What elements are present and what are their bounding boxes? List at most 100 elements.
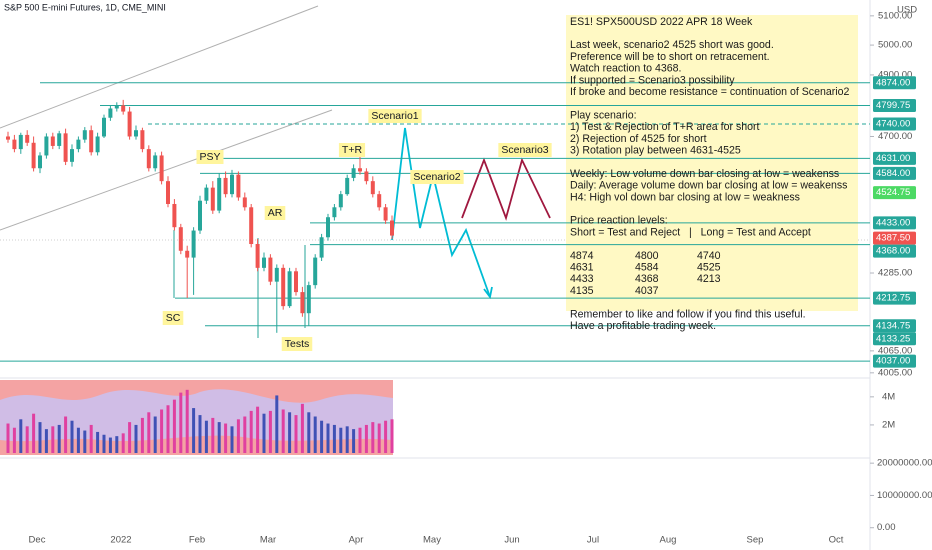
level-label-bg bbox=[873, 117, 916, 131]
volume-bar bbox=[377, 423, 381, 453]
annotation: Tests bbox=[285, 338, 310, 350]
annotation: SC bbox=[166, 312, 181, 324]
arrow-head bbox=[483, 286, 493, 300]
volume-bar bbox=[262, 413, 266, 453]
note-box bbox=[566, 15, 858, 311]
note-level: 4213 bbox=[697, 273, 721, 285]
level-label: 4740.00 bbox=[876, 118, 910, 129]
candle-body bbox=[338, 194, 343, 208]
level-label-bg bbox=[873, 151, 916, 165]
x-tick-label: Feb bbox=[189, 535, 205, 546]
note-level: 4584 bbox=[635, 261, 659, 273]
level-label: 4584.00 bbox=[876, 168, 910, 179]
volume-bar bbox=[134, 424, 138, 453]
volume-bar bbox=[326, 423, 330, 453]
volume-bar bbox=[147, 412, 151, 453]
x-tick-label: May bbox=[423, 535, 441, 546]
level-label: 4212.75 bbox=[876, 293, 910, 304]
volume-bar bbox=[44, 429, 48, 453]
currency: USD bbox=[897, 5, 917, 16]
note-line: Play scenario: bbox=[570, 109, 637, 121]
annotation-bg bbox=[264, 206, 286, 220]
candle-body bbox=[140, 130, 145, 150]
volume-bar bbox=[6, 423, 10, 453]
volume-bar bbox=[76, 427, 80, 453]
candle-body bbox=[345, 177, 350, 195]
candle-body bbox=[114, 105, 119, 109]
x-tick-label: Jun bbox=[504, 535, 519, 546]
annotation: Scenario1 bbox=[371, 110, 418, 122]
candle-body bbox=[127, 111, 132, 137]
candle-body bbox=[217, 177, 222, 211]
note-line: Weekly: Low volume down bar closing at l… bbox=[570, 168, 839, 180]
annotation-bg bbox=[162, 311, 184, 325]
level-label: 4368.00 bbox=[876, 246, 910, 257]
candle-body bbox=[294, 271, 298, 293]
volume-bar bbox=[12, 427, 16, 453]
level-label: 4874.00 bbox=[876, 77, 910, 88]
volume-bar bbox=[38, 422, 42, 453]
volume-bar bbox=[217, 422, 221, 453]
level-label: 4387.50 bbox=[876, 233, 910, 244]
volume-bar bbox=[243, 416, 247, 453]
note-line: Watch reaction to 4368. bbox=[570, 63, 682, 75]
candle-body bbox=[390, 220, 394, 236]
note-level: 4874 bbox=[570, 250, 594, 262]
candle-body bbox=[306, 285, 311, 314]
volume-bar bbox=[128, 422, 132, 453]
note-line: H4: High vol down bar closing at low = w… bbox=[570, 191, 800, 203]
y-tick-label: 5000.00 bbox=[878, 40, 912, 51]
candle-body bbox=[134, 130, 138, 137]
candle-body bbox=[242, 197, 247, 208]
volume-bar bbox=[211, 417, 215, 453]
level-label: 4433.00 bbox=[876, 217, 910, 228]
candle-body bbox=[153, 155, 158, 169]
candle-body bbox=[332, 207, 337, 218]
candle-body bbox=[89, 130, 94, 153]
candle-body bbox=[287, 271, 292, 307]
candle-body bbox=[82, 130, 87, 140]
y-tick-label: 0.00 bbox=[877, 522, 896, 533]
volume-bar bbox=[364, 424, 368, 453]
note-line: If supported = Scenario3 possibility bbox=[570, 74, 735, 86]
candle-body bbox=[326, 217, 330, 238]
volume-bar bbox=[115, 436, 119, 453]
volume-bar bbox=[25, 426, 29, 453]
candle-body bbox=[370, 181, 375, 195]
candle-body bbox=[262, 257, 266, 268]
volume-bar bbox=[140, 417, 144, 453]
volume-bar bbox=[121, 433, 125, 453]
volume-bar bbox=[166, 405, 170, 453]
level-label-bg bbox=[873, 186, 916, 200]
volume-bar bbox=[256, 406, 260, 453]
level-label: 4524.75 bbox=[876, 187, 910, 198]
candle-body bbox=[198, 200, 202, 231]
candle-body bbox=[351, 168, 356, 178]
note-level: 4368 bbox=[635, 273, 659, 285]
y-tick-label: 5100.00 bbox=[878, 10, 912, 21]
candle-body bbox=[70, 149, 74, 162]
candle-body bbox=[166, 181, 170, 204]
volume-bar bbox=[204, 420, 208, 453]
candle-body bbox=[44, 136, 49, 156]
candle-body bbox=[38, 155, 42, 169]
volume-bar bbox=[153, 416, 157, 453]
note-level: 4800 bbox=[635, 250, 659, 262]
y-tick-label: 4M bbox=[882, 391, 895, 402]
volume-bar bbox=[198, 415, 202, 453]
annotation-bg bbox=[338, 143, 366, 157]
volume-bar bbox=[64, 416, 68, 453]
candle-body bbox=[191, 230, 196, 258]
candle-body bbox=[108, 108, 113, 118]
level-label-bg bbox=[873, 332, 916, 346]
volume-bar bbox=[57, 424, 61, 453]
level-label-bg bbox=[873, 319, 916, 333]
x-tick-label: Sep bbox=[747, 535, 764, 546]
note-level: 4631 bbox=[570, 261, 594, 273]
candle-body bbox=[31, 142, 36, 169]
volume-bar bbox=[160, 409, 164, 453]
y-tick-label: 10000000.00 bbox=[877, 490, 932, 501]
volume-bar bbox=[339, 427, 343, 453]
note-level: 4037 bbox=[635, 285, 659, 297]
